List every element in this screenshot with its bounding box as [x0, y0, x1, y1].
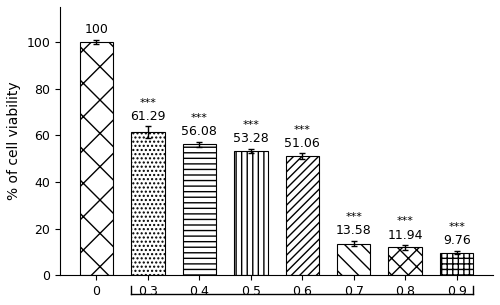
- Text: ***: ***: [346, 212, 362, 222]
- Y-axis label: % of cell viability: % of cell viability: [7, 82, 21, 200]
- Bar: [131, 132, 164, 275]
- Text: ***: ***: [242, 120, 260, 130]
- Text: 11.94: 11.94: [388, 229, 423, 242]
- Text: ***: ***: [448, 222, 465, 232]
- Text: 100: 100: [84, 23, 108, 36]
- Text: 13.58: 13.58: [336, 224, 372, 237]
- Text: 9.76: 9.76: [443, 234, 470, 247]
- Bar: [80, 42, 113, 275]
- Bar: [440, 253, 474, 275]
- Bar: [337, 244, 370, 275]
- Text: 51.06: 51.06: [284, 137, 320, 150]
- Text: 53.28: 53.28: [233, 132, 268, 145]
- Text: ***: ***: [397, 217, 413, 227]
- Text: 56.08: 56.08: [182, 125, 218, 138]
- Bar: [234, 151, 268, 275]
- Text: 61.29: 61.29: [130, 110, 166, 123]
- Bar: [182, 145, 216, 275]
- Text: ***: ***: [294, 125, 310, 135]
- Bar: [388, 247, 422, 275]
- Bar: [286, 156, 319, 275]
- Text: ***: ***: [191, 113, 208, 123]
- Text: ***: ***: [140, 98, 156, 108]
